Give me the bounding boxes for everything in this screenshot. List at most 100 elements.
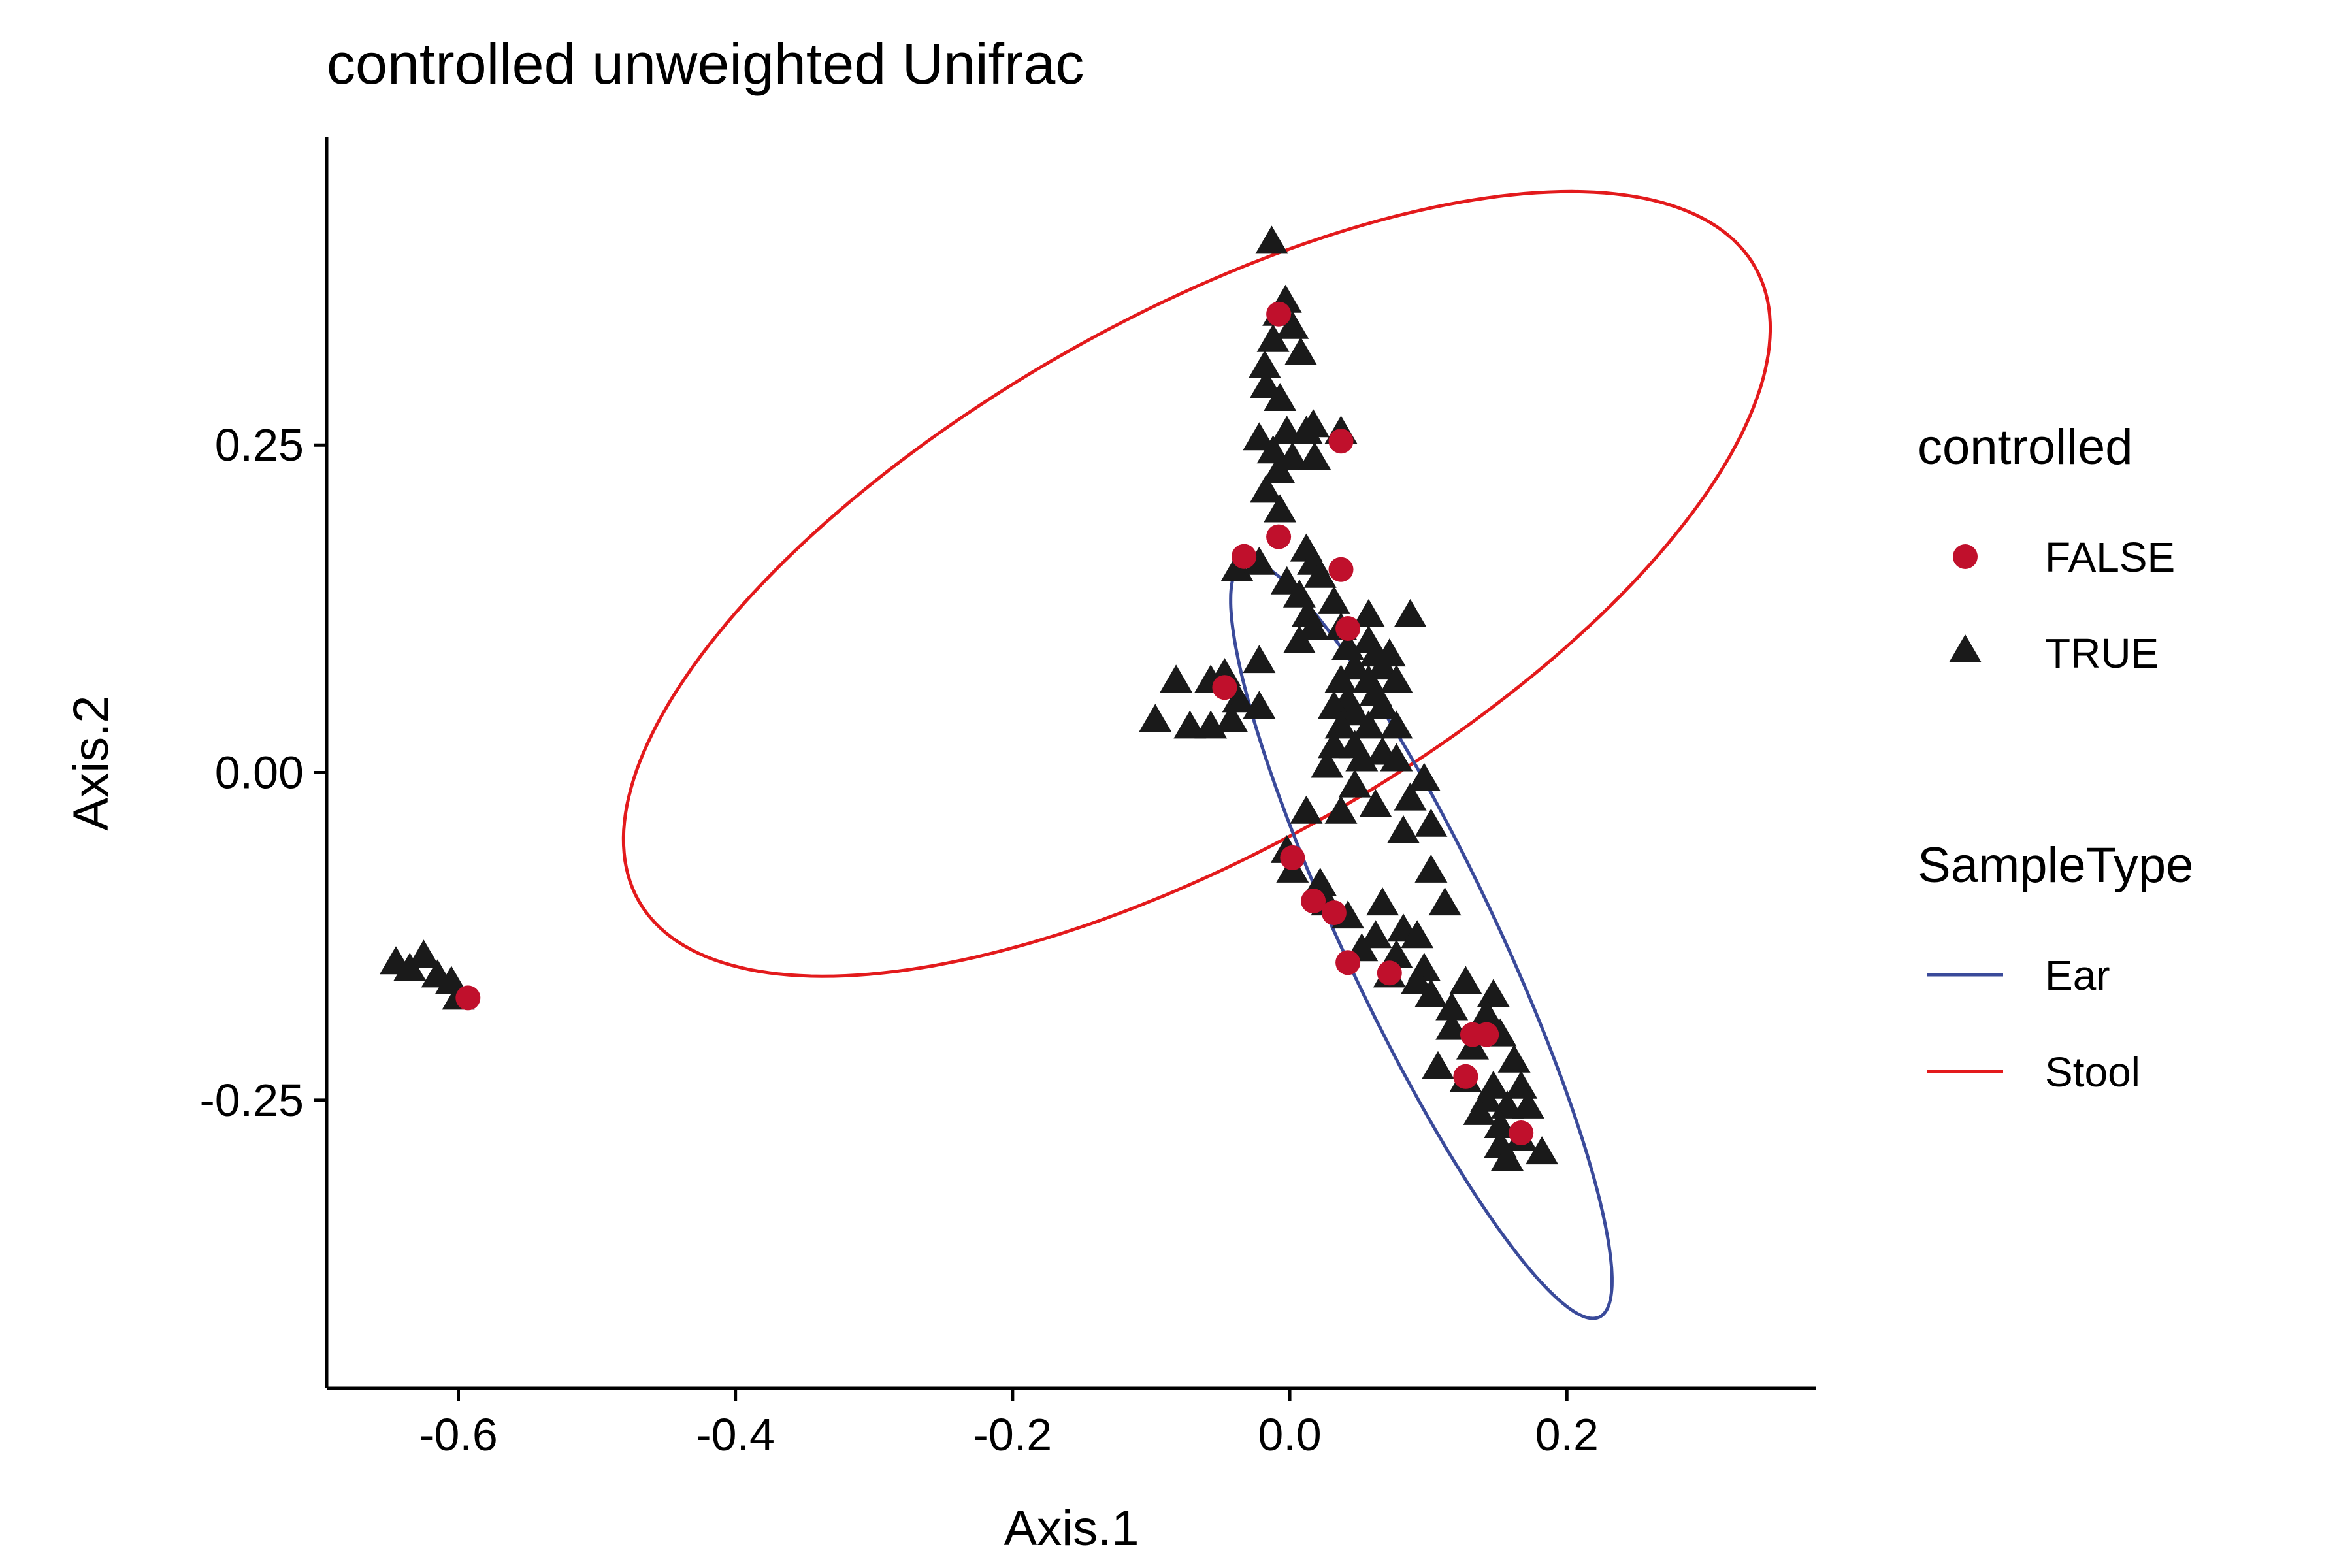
point-true	[1359, 920, 1392, 949]
point-true	[1428, 887, 1462, 916]
point-true	[1352, 710, 1385, 739]
point-true	[1380, 710, 1413, 739]
point-true	[1248, 350, 1281, 378]
y-axis-title: Axis.2	[63, 696, 119, 831]
point-true	[1401, 920, 1434, 949]
y-axis-ticks: 0.25 0.00 -0.25	[199, 419, 327, 1126]
point-false	[1280, 845, 1305, 870]
chart-title: controlled unweighted Unifrac	[327, 31, 1084, 96]
ellipse-stool	[621, 189, 1772, 978]
point-false	[1328, 557, 1354, 582]
point-true	[1526, 1136, 1559, 1165]
point-true	[1401, 966, 1434, 994]
point-true	[1243, 645, 1276, 674]
point-true	[1243, 422, 1276, 451]
point-true	[1470, 998, 1503, 1027]
point-false	[1301, 889, 1326, 914]
point-true	[1284, 336, 1317, 365]
points-layer	[380, 225, 1559, 1171]
point-true	[1256, 435, 1290, 464]
y-tick-label: -0.25	[199, 1075, 304, 1126]
x-tick-label: -0.6	[419, 1409, 498, 1460]
point-true	[1194, 710, 1228, 739]
point-true	[1422, 1051, 1454, 1079]
point-true	[1359, 789, 1392, 817]
point-true	[1387, 815, 1420, 843]
point-false	[1474, 1022, 1499, 1047]
point-true	[1290, 795, 1323, 824]
point-true	[1276, 310, 1309, 339]
point-true	[1463, 1096, 1496, 1125]
legend-true-label: TRUE	[2045, 630, 2159, 677]
point-true	[1324, 795, 1358, 824]
point-true	[1264, 494, 1297, 523]
point-true	[1449, 966, 1482, 994]
point-true	[407, 939, 440, 968]
point-true	[1303, 559, 1337, 588]
point-true	[1511, 1090, 1544, 1119]
point-true	[1298, 442, 1331, 470]
point-false	[1335, 950, 1361, 975]
point-true	[1160, 664, 1193, 693]
point-true	[1297, 612, 1330, 640]
legend-false-label: FALSE	[2045, 534, 2175, 581]
point-true	[1380, 743, 1413, 772]
y-tick-label: 0.25	[215, 419, 304, 470]
point-true	[1290, 416, 1323, 444]
point-true	[1282, 625, 1316, 653]
x-tick-label: -0.4	[696, 1409, 775, 1460]
point-true	[1380, 664, 1413, 693]
point-false	[1266, 524, 1292, 549]
point-false	[1266, 301, 1292, 327]
point-true	[1276, 442, 1309, 470]
point-true	[1317, 691, 1350, 719]
point-true	[1324, 710, 1358, 739]
point-true	[1311, 749, 1344, 778]
point-true	[1435, 992, 1469, 1021]
x-axis-title: Axis.1	[1004, 1501, 1139, 1556]
point-true	[1317, 730, 1350, 759]
point-true	[1317, 585, 1350, 614]
legend-shape-title: controlled	[1918, 419, 2133, 475]
point-true	[1366, 887, 1399, 916]
point-true	[1331, 632, 1365, 660]
point-true	[1491, 1143, 1524, 1171]
point-true	[1407, 762, 1441, 791]
point-true	[1505, 1070, 1538, 1099]
point-true	[1338, 651, 1371, 680]
point-true	[1366, 651, 1399, 680]
point-false	[1509, 1120, 1534, 1145]
legend: controlled FALSE TRUE SampleType Ear Sto…	[1918, 419, 2193, 1096]
point-true	[1345, 743, 1379, 772]
point-false	[1321, 900, 1347, 926]
x-tick-label: 0.0	[1258, 1409, 1321, 1460]
point-true	[1414, 808, 1448, 837]
point-true	[1173, 710, 1207, 739]
point-false	[1453, 1064, 1478, 1089]
point-true	[1324, 664, 1358, 693]
point-false	[1232, 544, 1257, 569]
point-true	[1139, 704, 1172, 732]
x-axis-ticks: -0.6 -0.4 -0.2 0.0 0.2	[419, 1388, 1599, 1460]
x-tick-label: 0.2	[1535, 1409, 1599, 1460]
y-tick-label: 0.00	[215, 747, 304, 798]
point-true	[1414, 854, 1448, 883]
point-false	[455, 985, 481, 1011]
point-true	[1414, 979, 1448, 1007]
legend-true-symbol	[1949, 634, 1982, 662]
point-true	[1264, 383, 1297, 411]
point-false	[1212, 675, 1237, 700]
point-true	[1262, 455, 1296, 483]
point-true	[1255, 225, 1288, 254]
point-false	[1377, 960, 1402, 986]
point-false	[1328, 429, 1354, 454]
point-true	[1491, 1090, 1524, 1119]
point-true	[1250, 474, 1282, 503]
point-true	[1243, 546, 1276, 575]
point-false	[1335, 616, 1361, 641]
point-true	[1477, 979, 1510, 1007]
point-true	[1250, 370, 1282, 398]
legend-false-symbol	[1953, 544, 1978, 569]
point-true	[1497, 1044, 1531, 1073]
point-true	[1338, 769, 1371, 798]
